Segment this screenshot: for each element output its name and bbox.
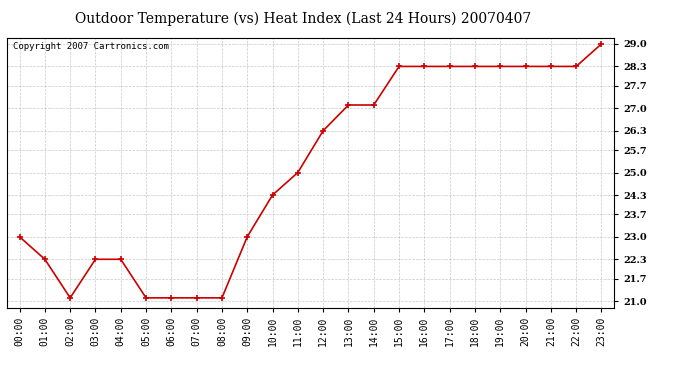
Text: Outdoor Temperature (vs) Heat Index (Last 24 Hours) 20070407: Outdoor Temperature (vs) Heat Index (Las… — [75, 11, 532, 26]
Text: Copyright 2007 Cartronics.com: Copyright 2007 Cartronics.com — [13, 42, 169, 51]
